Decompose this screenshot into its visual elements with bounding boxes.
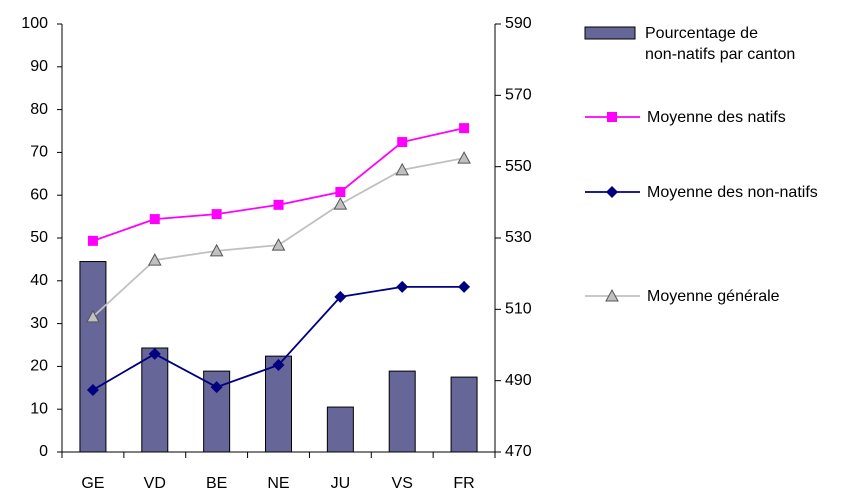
line-marker [272, 358, 285, 371]
line-marker [333, 197, 348, 210]
y2-tick-label: 570 [505, 87, 532, 104]
line-marker [397, 137, 408, 148]
line-marker [211, 209, 222, 220]
bar [265, 355, 292, 453]
line [92, 127, 465, 242]
y-tick-label: 50 [30, 229, 48, 246]
line-marker [86, 309, 100, 323]
legend-label: Moyenne des natifs [647, 108, 786, 126]
bar [79, 261, 107, 453]
line-marker [334, 290, 347, 303]
line [92, 157, 465, 318]
y-tick-label: 20 [30, 358, 48, 375]
legend-label: Moyenne générale [647, 287, 780, 305]
line-marker [86, 383, 99, 396]
bar [450, 376, 478, 453]
y-tick-label: 80 [30, 101, 48, 118]
bar [326, 406, 354, 453]
line-marker [335, 186, 346, 197]
x-tick-label: VD [144, 475, 166, 492]
y-tick-label: 40 [30, 272, 48, 289]
legend-swatch [584, 26, 636, 40]
y2-tick-label: 550 [505, 158, 532, 175]
y2-tick-label: 490 [505, 372, 532, 389]
y-tick-label: 90 [30, 58, 48, 75]
line-marker [147, 253, 162, 266]
y-tick-label: 60 [30, 186, 48, 203]
legend-marker [605, 288, 619, 302]
x-tick-label: BE [206, 475, 227, 492]
line-marker [149, 214, 160, 225]
y2-tick-label: 530 [505, 229, 532, 246]
line-marker [273, 199, 284, 210]
line-marker [457, 151, 471, 164]
legend-label: Moyenne des non-natifs [647, 183, 818, 201]
legend-label: Pourcentage de non-natifs par canton [645, 25, 796, 63]
x-tick-label: JU [331, 475, 351, 492]
line-marker [87, 235, 98, 246]
y-tick-label: 30 [30, 315, 48, 332]
line-marker [459, 123, 470, 134]
x-tick-label: GE [81, 475, 104, 492]
x-tick-label: VS [392, 475, 413, 492]
line-marker [210, 381, 223, 394]
y2-tick-label: 590 [505, 15, 532, 32]
y2-tick-label: 510 [505, 301, 532, 318]
line-marker [395, 162, 410, 176]
y-tick-label: 10 [30, 400, 48, 417]
bar [388, 370, 416, 453]
line-marker [148, 347, 161, 360]
y2-tick-label: 470 [505, 443, 532, 460]
x-tick-label: NE [267, 475, 289, 492]
legend-marker [607, 112, 617, 122]
y-tick-label: 0 [39, 443, 48, 460]
bar [141, 347, 169, 453]
y-tick-label: 70 [30, 144, 48, 161]
y-tick-label: 100 [21, 15, 48, 32]
line-marker [271, 238, 286, 251]
x-tick-label: FR [453, 475, 474, 492]
line-marker [209, 243, 224, 257]
legend-marker [606, 186, 618, 198]
line-marker [458, 280, 471, 293]
line-marker [396, 280, 409, 293]
